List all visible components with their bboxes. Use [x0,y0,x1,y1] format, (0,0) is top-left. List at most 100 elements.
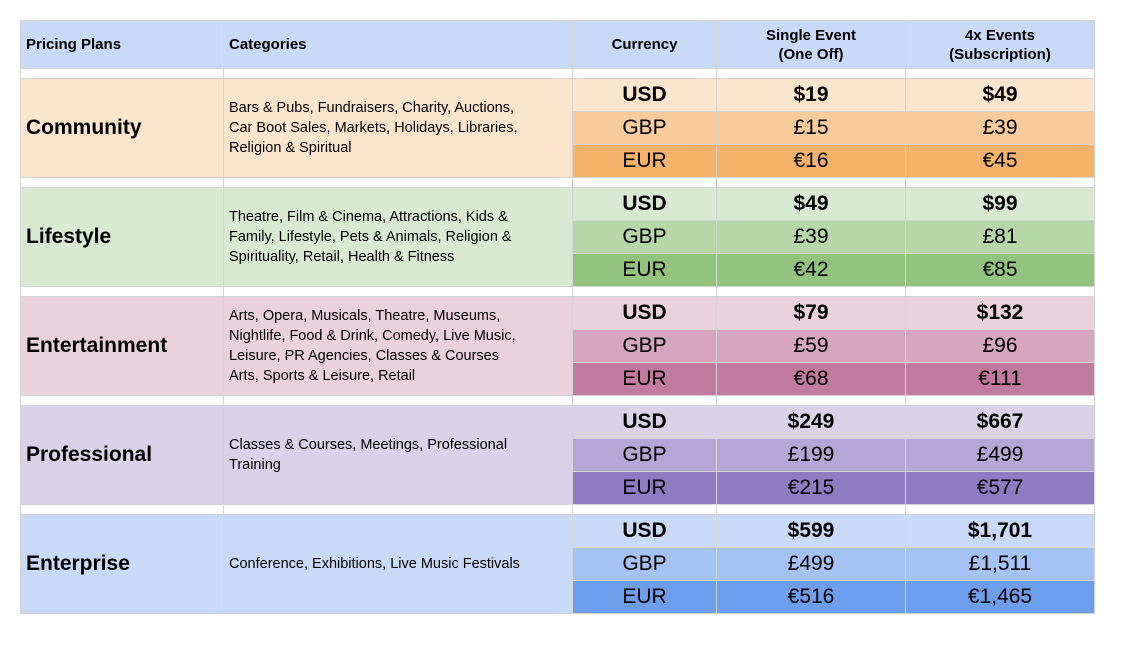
categories-line: Nightlife, Food & Drink, Comedy, Live Mu… [229,328,516,344]
currency-cell[interactable]: USD [572,187,717,221]
subscription-price-cell[interactable]: €85 [905,253,1095,287]
subscription-price-cell[interactable]: £81 [905,220,1095,254]
price-row: EUR €516 €1,465 [21,580,1095,614]
categories-line: Training [229,457,281,473]
currency-cell[interactable]: GBP [572,547,717,581]
plan-name-cell[interactable]: Professional [20,405,224,505]
categories-cell[interactable]: Conference, Exhibitions, Live Music Fest… [223,514,573,614]
header-four-events-line2: (Subscription) [949,45,1051,63]
single-event-price-cell[interactable]: £499 [716,547,906,581]
currency-cell[interactable]: USD [572,405,717,439]
spacer-cell [20,177,224,188]
single-event-price-cell[interactable]: $249 [716,405,906,439]
price-row: GBP £499 £1,511 [21,547,1095,581]
subscription-price-cell[interactable]: €111 [905,362,1095,396]
subscription-price-cell[interactable]: €577 [905,471,1095,505]
spacer-cell [905,68,1095,79]
spacer-cell [20,286,224,297]
spacer-cell [716,504,906,515]
subscription-price-cell[interactable]: $1,701 [905,514,1095,548]
spacer-row [20,68,1095,79]
categories-line: Bars & Pubs, Fundraisers, Charity, Aucti… [229,100,515,116]
single-event-price-cell[interactable]: €68 [716,362,906,396]
single-event-price-cell[interactable]: €215 [716,471,906,505]
single-event-price-cell[interactable]: €16 [716,144,906,178]
subscription-price-cell[interactable]: £1,511 [905,547,1095,581]
currency-cell[interactable]: GBP [572,438,717,472]
subscription-price-cell[interactable]: €45 [905,144,1095,178]
subscription-price-cell[interactable]: $667 [905,405,1095,439]
categories-line: Car Boot Sales, Markets, Holidays, Libra… [229,120,518,136]
subscription-price-cell[interactable]: $132 [905,296,1095,330]
spacer-cell [572,286,717,297]
single-event-price-cell[interactable]: $49 [716,187,906,221]
spacer-cell [905,395,1095,406]
currency-cell[interactable]: EUR [572,253,717,287]
price-row: Enterprise Conference, Exhibitions, Live … [20,514,1095,614]
single-event-price-cell[interactable]: $79 [716,296,906,330]
plan-name-cell[interactable]: Enterprise [20,514,224,614]
pricing-body: Community Bars & Pubs, Fundraisers, Chari… [20,68,1095,614]
categories-cell[interactable]: Bars & Pubs, Fundraisers, Charity, Aucti… [223,78,573,178]
spacer-cell [223,395,573,406]
price-row: Community Bars & Pubs, Fundraisers, Chari… [20,78,1095,178]
header-single-event[interactable]: Single Event (One Off) [716,20,906,69]
header-row: Pricing Plans Categories Currency Single… [20,20,1095,69]
plan-name-cell[interactable]: Lifestyle [20,187,224,287]
header-pricing-plans[interactable]: Pricing Plans [20,20,224,69]
spacer-cell [223,286,573,297]
single-event-price-cell[interactable]: £199 [716,438,906,472]
currency-cell[interactable]: EUR [572,580,717,614]
header-four-events[interactable]: 4x Events (Subscription) [905,20,1095,69]
subscription-price-cell[interactable]: €1,465 [905,580,1095,614]
spacer-cell [20,68,224,79]
currency-cell[interactable]: GBP [572,111,717,145]
currency-cell[interactable]: USD [572,514,717,548]
spacer-row [20,286,1095,297]
spacer-cell [716,177,906,188]
spacer-cell [20,504,224,515]
currency-cell[interactable]: USD [572,296,717,330]
spacer-row [20,504,1095,515]
subscription-price-cell[interactable]: £96 [905,329,1095,363]
spacer-cell [223,504,573,515]
header-categories[interactable]: Categories [223,20,573,69]
spacer-cell [905,286,1095,297]
subscription-price-cell[interactable]: $99 [905,187,1095,221]
categories-line: Conference, Exhibitions, Live Music Fest… [229,556,520,572]
categories-cell[interactable]: Theatre, Film & Cinema, Attractions, Kid… [223,187,573,287]
single-event-price-cell[interactable]: €42 [716,253,906,287]
spacer-cell [905,504,1095,515]
header-single-event-line1: Single Event [765,26,857,44]
price-row: GBP £15 £39 [21,111,1095,145]
subscription-price-cell[interactable]: £39 [905,111,1095,145]
single-event-price-cell[interactable]: £15 [716,111,906,145]
spacer-cell [572,68,717,79]
currency-cell[interactable]: USD [572,78,717,112]
plan-name-cell[interactable]: Entertainment [20,296,224,396]
header-currency[interactable]: Currency [572,20,717,69]
categories-line: Religion & Spiritual [229,140,352,156]
currency-cell[interactable]: EUR [572,144,717,178]
subscription-price-cell[interactable]: £499 [905,438,1095,472]
spacer-row [20,395,1095,406]
plan-name-cell[interactable]: Community [20,78,224,178]
single-event-price-cell[interactable]: £39 [716,220,906,254]
header-four-events-line1: 4x Events [964,26,1036,44]
currency-cell[interactable]: EUR [572,471,717,505]
pricing-sheet: Pricing Plans Categories Currency Single… [20,20,1095,614]
categories-line: Family, Lifestyle, Pets & Animals, Relig… [229,229,512,245]
currency-cell[interactable]: GBP [572,220,717,254]
categories-cell[interactable]: Arts, Opera, Musicals, Theatre, Museums,… [223,296,573,396]
single-event-price-cell[interactable]: €516 [716,580,906,614]
single-event-price-cell[interactable]: $19 [716,78,906,112]
spacer-cell [905,177,1095,188]
currency-cell[interactable]: GBP [572,329,717,363]
subscription-price-cell[interactable]: $49 [905,78,1095,112]
categories-line: Classes & Courses, Meetings, Professiona… [229,437,508,453]
single-event-price-cell[interactable]: £59 [716,329,906,363]
single-event-price-cell[interactable]: $599 [716,514,906,548]
categories-cell[interactable]: Classes & Courses, Meetings, Professiona… [223,405,573,505]
currency-cell[interactable]: EUR [572,362,717,396]
spacer-cell [716,68,906,79]
